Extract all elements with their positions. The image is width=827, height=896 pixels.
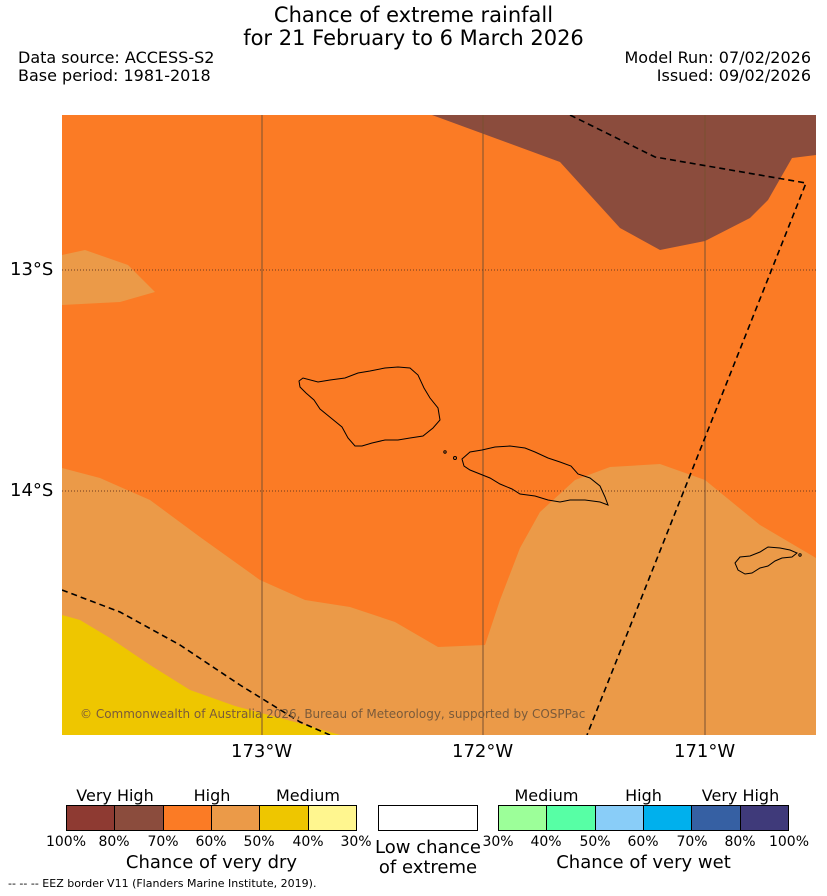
dry-swatch-5 [260, 806, 309, 830]
wet-swatch-1 [499, 806, 548, 830]
map-title-line2: for 21 February to 6 March 2026 [243, 26, 584, 50]
dry-cat-very-high: Very High [76, 786, 154, 805]
savaii-island [298, 366, 441, 447]
copyright-notice: © Commonwealth of Australia 2026, Bureau… [80, 707, 586, 721]
wet-swatch-3 [595, 806, 644, 830]
map-title-line1: Chance of extreme rainfall [273, 3, 554, 27]
wet-swatch-5 [692, 806, 741, 830]
region-medium-dry [62, 615, 340, 735]
dry-swatch-1 [67, 806, 116, 830]
dry-tick: 100% [45, 834, 87, 850]
samoa-islands [298, 366, 802, 575]
wet-colorbar [498, 805, 789, 831]
wet-cat-very-high: Very High [701, 786, 780, 805]
dry-tick: 50% [243, 834, 275, 850]
wet-swatch-2 [547, 806, 596, 830]
lon-label-172w: 172°W [452, 741, 514, 762]
lat-label-13s: 13°S [10, 259, 54, 280]
low-chance-label-2: of extreme [378, 857, 478, 878]
base-period: Base period: 1981-2018 [18, 66, 211, 85]
dry-swatch-2 [115, 806, 164, 830]
dry-swatch-3 [163, 806, 212, 830]
dry-legend-title: Chance of very dry [125, 852, 298, 873]
dry-cat-high: High [193, 786, 231, 805]
wet-cat-high: High [625, 786, 662, 805]
dry-swatch-4 [211, 806, 261, 830]
lon-label-173w: 173°W [231, 741, 293, 762]
issued-date: Issued: 09/02/2026 [656, 66, 811, 85]
dry-tick: 30% [340, 834, 372, 850]
upolu-island [461, 445, 609, 506]
dry-swatch-6 [308, 806, 356, 830]
tutuila-island [734, 546, 798, 575]
dry-tick: 40% [292, 834, 324, 850]
wet-tick: 100% [768, 834, 810, 850]
dry-cat-medium: Medium [276, 786, 340, 805]
region-medium-high-dry [62, 464, 816, 735]
longitude-gridlines [261, 115, 706, 735]
low-chance-label-1: Low chance [375, 837, 481, 858]
region-west-lighter [62, 250, 155, 305]
lon-label-171w: 171°W [674, 741, 736, 762]
wet-swatch-4 [643, 806, 693, 830]
dry-colorbar [66, 805, 357, 831]
eez-footnote: -- -- -- EEZ border V11 (Flanders Marine… [8, 877, 317, 890]
lat-label-14s: 14°S [10, 480, 54, 501]
wet-cat-medium: Medium [514, 786, 579, 805]
data-source: Data source: ACCESS-S2 [18, 48, 215, 67]
eez-border [62, 115, 808, 735]
wet-tick: 60% [627, 834, 659, 850]
dry-tick: 80% [98, 834, 130, 850]
model-run: Model Run: 07/02/2026 [624, 48, 812, 67]
wet-legend-title: Chance of very wet [556, 852, 731, 873]
wet-tick: 50% [579, 834, 611, 850]
wet-swatch-6 [740, 806, 788, 830]
dry-tick: 70% [147, 834, 179, 850]
region-very-high-dry [432, 115, 816, 250]
wet-tick: 80% [724, 834, 756, 850]
dry-tick: 60% [195, 834, 227, 850]
wet-tick: 30% [482, 834, 514, 850]
wet-tick: 70% [676, 834, 708, 850]
wet-tick: 40% [530, 834, 562, 850]
low-chance-swatch [378, 805, 478, 831]
